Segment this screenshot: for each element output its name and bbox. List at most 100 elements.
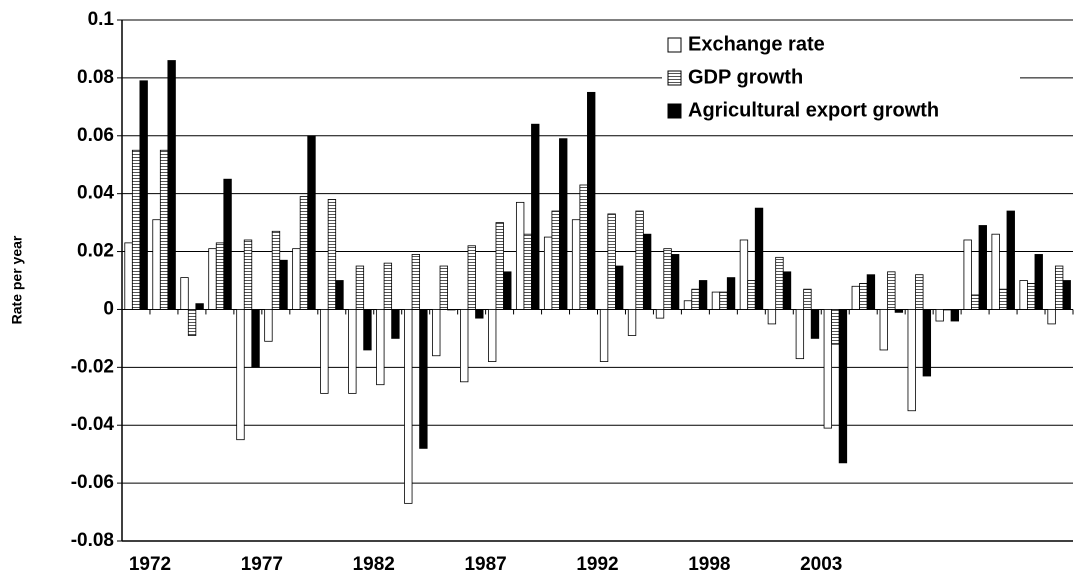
bar [655, 309, 665, 319]
bar [810, 309, 820, 339]
bar [559, 138, 568, 310]
bar [195, 303, 204, 310]
bar [683, 300, 693, 310]
bar [348, 309, 357, 394]
y-tick-label: -0.04 [71, 414, 115, 435]
bar [215, 242, 225, 310]
bar [1027, 282, 1036, 310]
bar [391, 309, 400, 339]
legend-label: Agricultural export growth [688, 99, 939, 121]
x-tick-label: 1977 [241, 554, 283, 575]
y-tick-label: 0.08 [77, 67, 114, 88]
bar [615, 265, 624, 310]
bar [1047, 309, 1056, 325]
bar [1019, 280, 1028, 310]
y-tick-label: 0.06 [77, 125, 114, 146]
bar [571, 219, 581, 310]
bar [376, 309, 385, 386]
bar [698, 280, 708, 310]
bar [320, 309, 329, 394]
bar [159, 149, 169, 310]
bar [124, 242, 133, 310]
bar [531, 123, 540, 310]
bar [503, 271, 512, 310]
bar [223, 178, 232, 310]
bar [495, 222, 504, 310]
y-tick-label: -0.02 [71, 356, 114, 377]
bar [943, 309, 952, 311]
bar [663, 248, 672, 310]
bar [739, 239, 749, 310]
bar [383, 262, 393, 310]
bar [271, 230, 281, 310]
y-tick-label: 0.04 [77, 183, 114, 204]
y-tick-label: -0.06 [71, 472, 114, 493]
bar [447, 309, 456, 311]
bar [950, 309, 960, 322]
bar [879, 309, 888, 351]
bar [404, 309, 413, 504]
bar [747, 280, 756, 310]
bar [999, 288, 1008, 310]
bar [264, 309, 273, 342]
bar [579, 184, 588, 310]
legend-swatch [667, 103, 682, 119]
legend-label: Exchange rate [688, 33, 825, 55]
bar [599, 309, 609, 362]
bar [719, 291, 728, 310]
bar [515, 201, 525, 310]
bar [551, 210, 560, 310]
bar [670, 254, 680, 310]
bar [866, 274, 876, 310]
bar [439, 265, 448, 310]
bar [711, 291, 721, 310]
x-tick-label: 2003 [800, 554, 842, 575]
bar [795, 309, 805, 360]
bar [475, 309, 484, 319]
bar [971, 294, 980, 310]
bar [691, 288, 700, 310]
bar [907, 309, 916, 412]
bar [355, 265, 365, 310]
bar [831, 309, 840, 345]
bar [627, 309, 637, 336]
x-tick-label: 1992 [576, 554, 618, 575]
bar [488, 309, 497, 362]
bar [775, 256, 784, 310]
bar [726, 277, 736, 310]
bar [243, 239, 253, 310]
bar [543, 236, 553, 310]
bar [922, 309, 932, 377]
bar [767, 309, 777, 325]
bar [851, 285, 860, 310]
bar [915, 274, 924, 310]
bar [131, 149, 141, 310]
bar [1006, 210, 1015, 310]
bar [782, 271, 792, 310]
bar [823, 309, 833, 429]
bar [363, 309, 372, 351]
bar [236, 309, 245, 441]
bar [978, 225, 987, 310]
bar [187, 309, 197, 336]
bar [279, 259, 288, 310]
y-tick-label: 0 [103, 298, 114, 319]
bar [523, 233, 532, 310]
bar [167, 60, 176, 310]
bar [180, 277, 189, 310]
bar [859, 282, 868, 310]
bar [991, 233, 1000, 310]
y-tick-label: 0.1 [88, 9, 115, 30]
x-tick-label: 1987 [464, 554, 506, 575]
bar [1034, 254, 1043, 310]
bar [935, 309, 944, 322]
bar [803, 288, 812, 310]
bar [887, 271, 896, 310]
bar [838, 309, 848, 464]
bar [894, 309, 904, 313]
legend-background [662, 24, 1020, 124]
bar [635, 210, 644, 310]
y-axis-label: Rate per year [9, 235, 25, 324]
bar [467, 245, 476, 310]
bar [411, 254, 421, 310]
